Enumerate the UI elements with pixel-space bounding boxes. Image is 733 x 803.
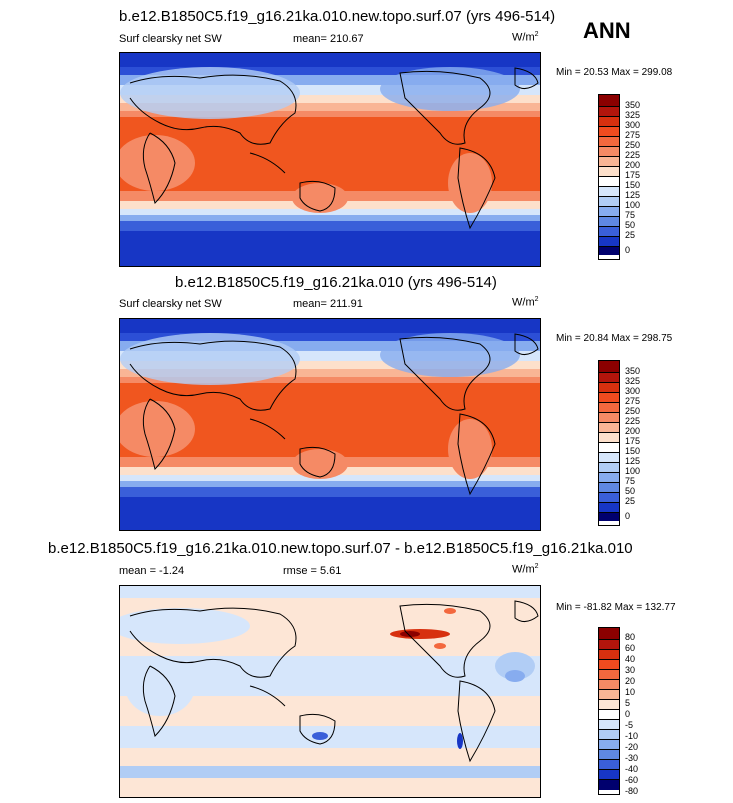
colorbar-tick: 20 (625, 676, 636, 686)
panel1-map (119, 52, 541, 267)
colorbar-tick: 225 (625, 150, 641, 160)
colorbar-tick: 100 (625, 466, 641, 476)
colorbar-tick: -80 (625, 786, 639, 796)
panel2-minmax: Min = 20.84 Max = 298.75 (556, 333, 673, 344)
colorbar-tick: 150 (625, 180, 641, 190)
panel1-title: b.e12.B1850C5.f19_g16.21ka.010.new.topo.… (119, 8, 556, 25)
colorbar-tick: 125 (625, 456, 641, 466)
panel2-units: W/m2 (512, 296, 539, 309)
colorbar-tick: 175 (625, 170, 641, 180)
colorbar-tick: 350 (625, 100, 641, 110)
colorbar-tick: 75 (625, 210, 636, 220)
colorbar-tick: 80 (625, 632, 636, 642)
colorbar-tick: 50 (625, 220, 636, 230)
panel3-colorbar (598, 627, 620, 795)
panel3-rmse: rmse = 5.61 (283, 565, 342, 577)
colorbar-tick: 125 (625, 190, 641, 200)
colorbar-tick: 40 (625, 654, 636, 664)
colorbar-tick: 0 (625, 709, 631, 719)
panel1-variable: Surf clearsky net SW (119, 33, 222, 45)
panel1-minmax: Min = 20.53 Max = 299.08 (556, 67, 673, 78)
panel2-variable: Surf clearsky net SW (119, 298, 222, 310)
colorbar-tick: 325 (625, 376, 641, 386)
colorbar-tick: 50 (625, 486, 636, 496)
colorbar-tick: 100 (625, 200, 641, 210)
colorbar-tick: 250 (625, 140, 641, 150)
colorbar-tick: 25 (625, 496, 636, 506)
colorbar-tick: 0 (625, 245, 631, 255)
colorbar-tick: -40 (625, 764, 639, 774)
panel1-mean: mean= 210.67 (293, 33, 364, 45)
colorbar-tick: -5 (625, 720, 634, 730)
panel2-colorbar (598, 360, 620, 526)
colorbar-tick: 250 (625, 406, 641, 416)
colorbar-tick: -20 (625, 742, 639, 752)
colorbar-tick: 350 (625, 366, 641, 376)
panel3-map (119, 585, 541, 798)
panel1-units: W/m2 (512, 31, 539, 44)
colorbar-tick: 325 (625, 110, 641, 120)
panel3-units: W/m2 (512, 563, 539, 576)
colorbar-tick: 200 (625, 426, 641, 436)
colorbar-tick: -10 (625, 731, 639, 741)
colorbar-tick: 25 (625, 230, 636, 240)
panel2-map (119, 318, 541, 531)
colorbar-tick: -30 (625, 753, 639, 763)
colorbar-tick: 275 (625, 130, 641, 140)
panel2-title: b.e12.B1850C5.f19_g16.21ka.010 (yrs 496-… (175, 274, 497, 291)
panel3-title: b.e12.B1850C5.f19_g16.21ka.010.new.topo.… (48, 540, 633, 557)
colorbar-tick: 30 (625, 665, 636, 675)
colorbar-tick: 75 (625, 476, 636, 486)
colorbar-tick: 0 (625, 511, 631, 521)
colorbar-tick: 5 (625, 698, 631, 708)
colorbar-tick: 60 (625, 643, 636, 653)
colorbar-tick: 10 (625, 687, 636, 697)
colorbar-tick: 275 (625, 396, 641, 406)
panel3-minmax: Min = -81.82 Max = 132.77 (556, 602, 676, 613)
panel3-mean: mean = -1.24 (119, 565, 185, 577)
panel2-mean: mean= 211.91 (293, 298, 363, 310)
colorbar-tick: 200 (625, 160, 641, 170)
colorbar-tick: 175 (625, 436, 641, 446)
colorbar-tick: -60 (625, 775, 639, 785)
colorbar-tick: 300 (625, 120, 641, 130)
colorbar-tick: 150 (625, 446, 641, 456)
panel1-colorbar (598, 94, 620, 260)
colorbar-tick: 300 (625, 386, 641, 396)
season-label: ANN (583, 18, 631, 43)
colorbar-tick: 225 (625, 416, 641, 426)
